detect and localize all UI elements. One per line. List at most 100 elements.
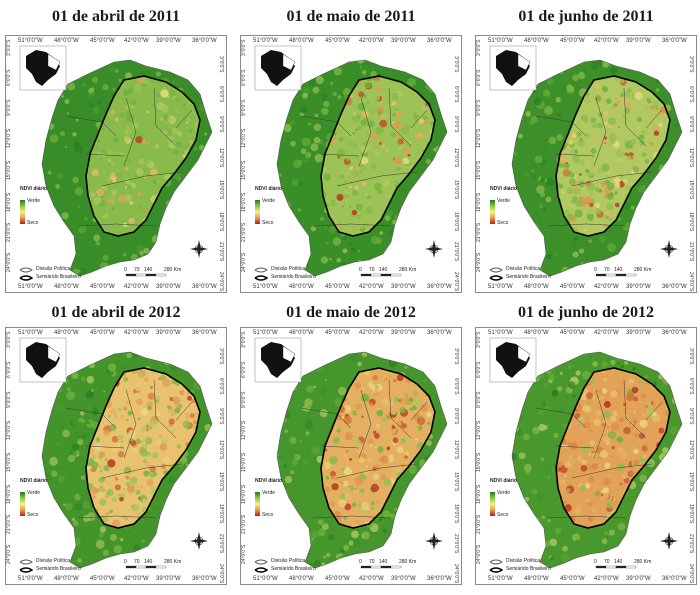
ndvi-pixel: [667, 80, 670, 87]
ndvi-pixel: [361, 170, 367, 177]
ndvi-pixel: [394, 465, 402, 474]
longitude-label: 45°0'0"W: [325, 330, 350, 336]
ndvi-pixel: [638, 432, 645, 439]
ndvi-pixel: [155, 247, 159, 251]
ndvi-pixel: [642, 454, 647, 459]
ndvi-pixel: [549, 556, 554, 561]
ndvi-pixel: [677, 161, 682, 166]
ndvi-pixel: [66, 387, 71, 392]
ndvi-pixel: [45, 506, 50, 511]
ndvi-pixel: [201, 180, 204, 183]
ndvi-pixel: [192, 221, 202, 231]
ndvi-pixel: [91, 76, 99, 84]
ndvi-pixel: [356, 411, 359, 414]
ndvi-pixel: [370, 163, 377, 170]
ndvi-pixel: [351, 209, 358, 216]
legend-title: NDVI diário: [255, 186, 282, 192]
ndvi-pixel: [328, 226, 336, 234]
ndvi-pixel: [169, 141, 176, 149]
ndvi-pixel: [366, 101, 370, 105]
longitude-label: 42°0'0"W: [359, 38, 384, 44]
ndvi-pixel: [666, 191, 670, 197]
map-panel: 51°0'0"W 51°0'0"W 48°0'0"W 48°0'0"W 45°0'0"W…: [5, 35, 227, 293]
ndvi-pixel: [553, 432, 559, 439]
ndvi-pixel: [512, 397, 519, 406]
ndvi-pixel: [553, 516, 558, 521]
ndvi-pixel: [155, 439, 162, 445]
ndvi-pixel: [427, 462, 430, 466]
ndvi-pixel: [202, 149, 211, 157]
ndvi-pixel: [206, 488, 212, 495]
ndvi-pixel: [429, 211, 436, 218]
ndvi-pixel: [659, 205, 663, 208]
ndvi-pixel: [433, 457, 435, 461]
ndvi-pixel: [634, 252, 641, 260]
ndvi-pixel: [62, 534, 69, 541]
ndvi-pixel: [131, 207, 135, 211]
legend-low-label: Seco: [497, 512, 509, 518]
ndvi-pixel: [639, 139, 645, 146]
ndvi-pixel: [438, 246, 445, 254]
ndvi-pixel: [211, 198, 212, 208]
ndvi-pixel: [162, 224, 167, 229]
ndvi-pixel: [169, 504, 173, 509]
ndvi-pixel: [394, 157, 402, 165]
ndvi-pixel: [114, 69, 119, 73]
ndvi-pixel: [410, 135, 414, 139]
ndvi-pixel: [680, 136, 682, 142]
ndvi-pixel: [144, 436, 153, 445]
ndvi-pixel: [637, 408, 640, 411]
ndvi-pixel: [319, 386, 327, 395]
ndvi-pixel: [184, 470, 188, 474]
ndvi-pixel: [604, 141, 607, 144]
ndvi-pixel: [617, 125, 621, 129]
ndvi-pixel: [504, 245, 509, 250]
longitude-label: 36°0'0"W: [427, 576, 452, 582]
ndvi-pixel: [344, 493, 352, 500]
longitude-label: 48°0'0"W: [54, 38, 79, 44]
ndvi-pixel: [564, 462, 571, 469]
ndvi-pixel: [382, 510, 391, 518]
ndvi-pixel: [339, 174, 345, 180]
ndvi-pixel: [119, 152, 124, 157]
ndvi-pixel: [278, 454, 283, 459]
ndvi-pixel: [362, 359, 369, 366]
ndvi-pixel: [51, 236, 55, 240]
ndvi-pixel: [324, 379, 327, 382]
ndvi-pixel: [206, 200, 212, 207]
ndvi-pixel: [634, 91, 643, 100]
ndvi-pixel: [310, 226, 316, 232]
ndvi-pixel: [436, 497, 441, 502]
ndvi-pixel: [430, 352, 440, 355]
ndvi-pixel: [547, 476, 551, 479]
longitude-label: 48°0'0"W: [524, 576, 549, 582]
ndvi-pixel: [185, 142, 191, 148]
ndvi-pixel: [313, 457, 317, 461]
ndvi-pixel: [521, 209, 530, 218]
ndvi-pixel: [381, 144, 386, 148]
ndvi-pixel: [294, 453, 301, 461]
ndvi-pixel: [372, 466, 377, 472]
ndvi-pixel: [430, 179, 435, 185]
ndvi-pixel: [324, 461, 332, 470]
ndvi-pixel: [51, 470, 58, 478]
ndvi-pixel: [574, 539, 580, 544]
ndvi-pixel: [659, 76, 666, 81]
ndvi-pixel: [430, 219, 435, 224]
ndvi-pixel: [177, 131, 183, 137]
ndvi-pixel: [184, 119, 187, 122]
ndvi-pixel: [663, 271, 668, 276]
panel-title: 01 de abril de 2012: [51, 304, 181, 321]
ndvi-pixel: [569, 191, 572, 194]
ndvi-pixel: [302, 92, 308, 99]
ndvi-pixel: [42, 237, 46, 242]
longitude-label: 51°0'0"W: [18, 284, 43, 290]
ndvi-pixel: [136, 65, 143, 71]
political-division-label: Divisão Política: [36, 558, 71, 564]
ndvi-pixel: [566, 441, 571, 446]
longitude-label: 36°0'0"W: [662, 284, 687, 290]
political-division-symbol: [489, 559, 503, 565]
ndvi-pixel: [114, 476, 117, 479]
ndvi-pixel: [270, 429, 276, 435]
ndvi-pixel: [447, 132, 453, 138]
